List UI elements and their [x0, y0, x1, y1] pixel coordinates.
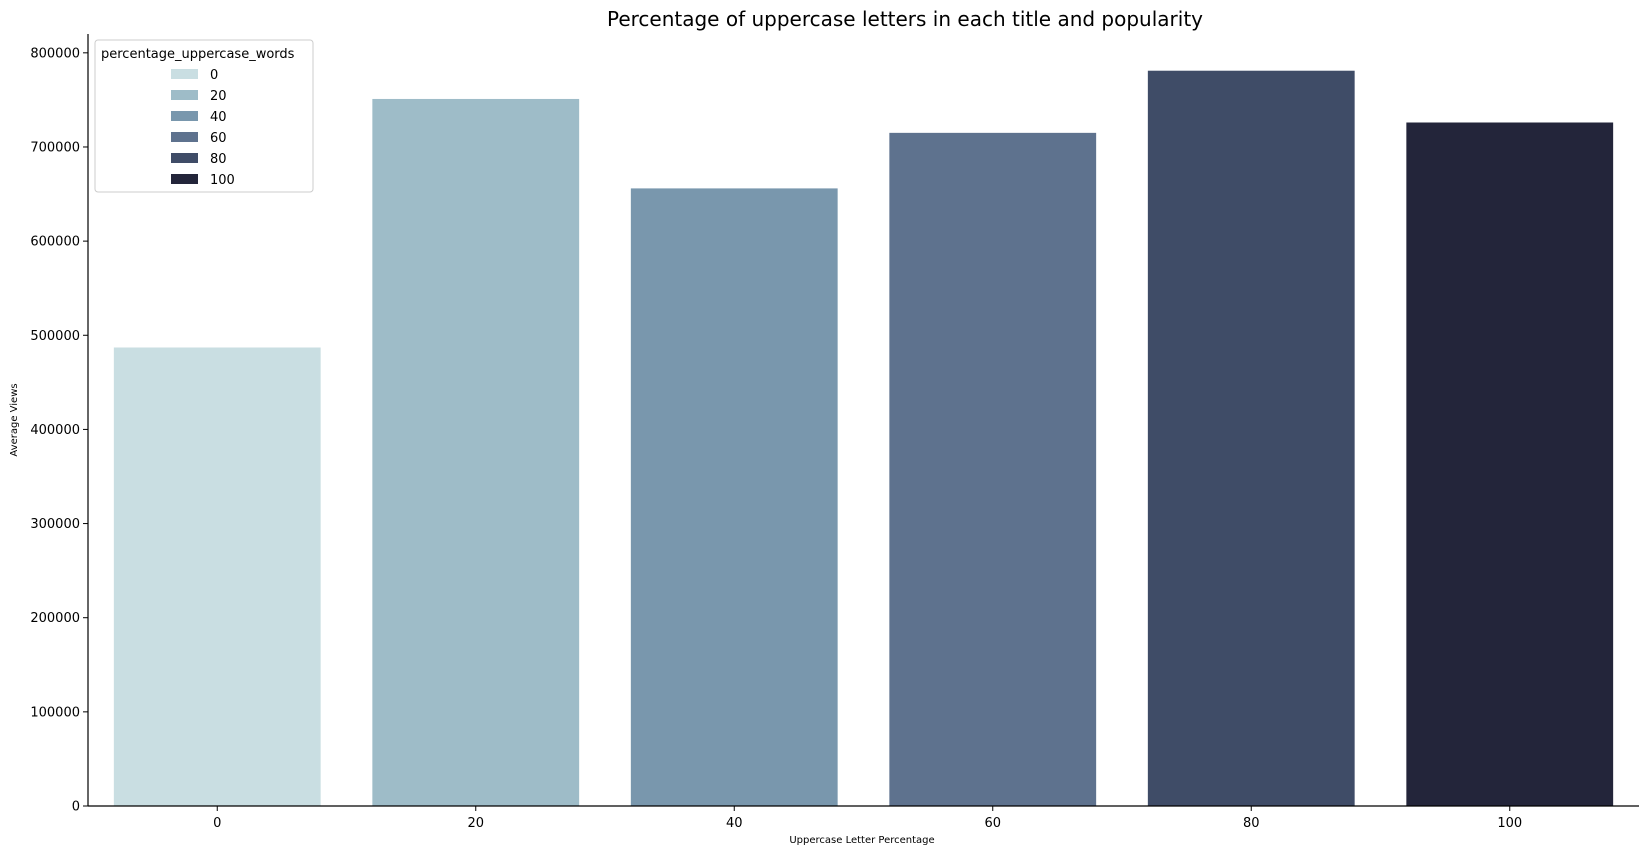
- legend-label-60: 60: [210, 131, 227, 146]
- chart-title: Percentage of uppercase letters in each …: [607, 7, 1203, 31]
- legend-swatch-80: [171, 153, 198, 163]
- y-axis-label: Average Views: [9, 383, 20, 456]
- legend-label-20: 20: [210, 89, 227, 104]
- legend-label-0: 0: [210, 68, 218, 83]
- legend-label-40: 40: [210, 110, 227, 125]
- y-tick-label-700000: 700000: [30, 140, 80, 155]
- bar-80: [1147, 70, 1355, 807]
- legend-swatch-100: [171, 174, 198, 184]
- bar-60: [889, 132, 1097, 807]
- y-tick-label-600000: 600000: [30, 235, 80, 250]
- legend-frame: [94, 39, 314, 193]
- y-tick-label-100000: 100000: [30, 705, 80, 720]
- y-tick-label-300000: 300000: [30, 517, 80, 532]
- y-tick-label-500000: 500000: [30, 329, 80, 344]
- legend-items: 0 20 40 60 80 100: [171, 68, 235, 188]
- bar-100: [1406, 122, 1614, 806]
- y-tick-label-0: 0: [72, 800, 80, 815]
- y-axis-ticks: 0 100000 200000 300000 400000 500000 600000 700…: [30, 46, 88, 815]
- y-tick-label-200000: 200000: [30, 611, 80, 626]
- x-tick-label-0: 0: [213, 816, 221, 831]
- legend-swatch-60: [171, 132, 198, 142]
- legend-swatch-0: [171, 69, 198, 79]
- legend-swatch-40: [171, 111, 198, 121]
- bar-0: [113, 347, 321, 806]
- legend-swatch-20: [171, 90, 198, 100]
- legend-label-100: 100: [210, 173, 235, 188]
- x-tick-label-100: 100: [1497, 816, 1522, 831]
- y-tick-label-800000: 800000: [30, 46, 80, 61]
- legend: percentage_uppercase_words 0 20 40 60 80 100: [94, 39, 314, 193]
- x-axis-ticks: 0 20 40 60 80 100: [213, 806, 1522, 831]
- x-tick-label-60: 60: [984, 816, 1001, 831]
- x-tick-label-40: 40: [726, 816, 743, 831]
- x-axis-label: Uppercase Letter Percentage: [789, 835, 934, 846]
- x-tick-label-80: 80: [1243, 816, 1260, 831]
- bars-group: [113, 70, 1614, 807]
- x-tick-label-20: 20: [467, 816, 484, 831]
- legend-title: percentage_uppercase_words: [101, 47, 295, 62]
- legend-label-80: 80: [210, 152, 227, 167]
- bar-20: [372, 98, 580, 806]
- y-tick-label-400000: 400000: [30, 423, 80, 438]
- bar-40: [630, 188, 838, 806]
